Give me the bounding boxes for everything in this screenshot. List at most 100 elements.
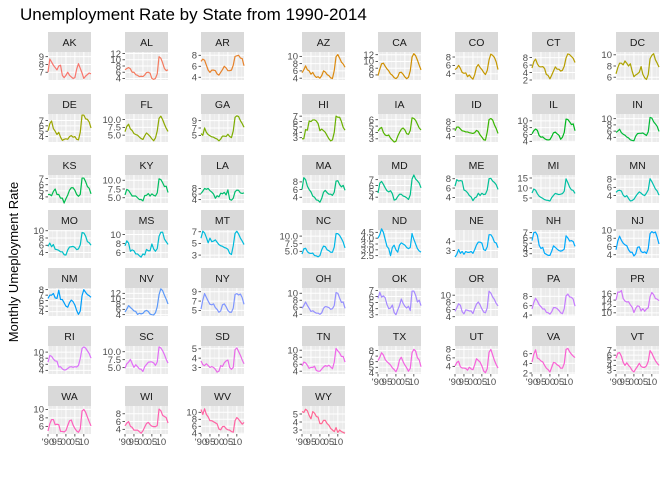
facet-strip (616, 32, 659, 52)
facet-strip-label: NM (61, 273, 77, 285)
y-tick-label: 7.5 (285, 239, 298, 250)
facet-strip (201, 155, 244, 175)
facet-strip-label: WV (214, 391, 231, 403)
y-tick-label: 5.0 (285, 247, 298, 258)
facet-strip-label: MI (548, 160, 560, 172)
y-tick-label: 6 (116, 417, 121, 428)
y-tick-label: 10 (440, 290, 451, 301)
facet-strip-label: AL (140, 37, 153, 49)
y-tick-label: 4 (192, 353, 197, 364)
y-tick-label: 6 (39, 360, 44, 371)
y-tick-label: 3 (293, 425, 298, 436)
y-tick-label: 8 (116, 409, 121, 420)
y-tick-label: 4 (523, 68, 528, 79)
y-tick-label: 7 (192, 123, 197, 134)
facet-strip-label: NH (546, 215, 561, 227)
y-tick-label: 4 (369, 192, 374, 203)
series-line-ga (200, 115, 245, 142)
y-tick-label: 2.5 (361, 251, 374, 262)
facet-strip (378, 326, 421, 346)
y-tick-label: 6 (446, 183, 451, 194)
facet-strip (125, 210, 168, 230)
y-tick-label: 4 (192, 429, 197, 440)
panel-background (201, 406, 244, 434)
y-tick-label: 12 (110, 49, 121, 60)
y-tick-label: 8 (192, 184, 197, 195)
series-line-ok (377, 290, 422, 316)
y-tick-label: 10 (363, 57, 374, 68)
y-tick-label: 4 (607, 133, 612, 144)
y-tick-label: 8 (523, 53, 528, 64)
series-line-fl (124, 115, 169, 142)
y-tick-label: 3 (523, 249, 528, 260)
facet-strip (48, 210, 91, 230)
series-line-sd (200, 347, 245, 373)
y-tick-label: 4 (607, 361, 612, 372)
facet-ky: KY 5.07.510.0 (103, 155, 169, 204)
facet-strip (532, 94, 575, 114)
series-line-nd (377, 228, 422, 257)
y-tick-label: 3.5 (361, 239, 374, 250)
y-tick-label: 6 (523, 233, 528, 244)
x-tick-label: 00 (545, 377, 556, 388)
series-line-wy (301, 408, 346, 434)
x-tick-label: 10 (647, 377, 658, 388)
y-tick-label: 10 (33, 405, 44, 416)
facet-strip-label: LA (216, 160, 229, 172)
x-tick-label: 05 (400, 377, 411, 388)
y-tick-label: 10 (601, 50, 612, 61)
y-tick-label: 12 (363, 50, 374, 61)
y-tick-label: 10 (33, 226, 44, 237)
y-tick-label: 4.5 (361, 228, 374, 239)
facet-strip (616, 94, 659, 114)
x-tick-label: 10 (232, 437, 243, 448)
facet-strip-label: MO (61, 215, 78, 227)
facet-strip (48, 94, 91, 114)
facet-strip (532, 155, 575, 175)
facet-ma: MA 468 (293, 155, 346, 204)
series-line-co (454, 53, 499, 80)
series-line-ia (377, 117, 422, 143)
y-tick-label: 6 (293, 185, 298, 196)
x-tick-label: 95 (620, 377, 631, 388)
y-tick-label: 6 (607, 242, 612, 253)
y-tick-label: 6 (446, 61, 451, 72)
y-tick-label: 9 (192, 116, 197, 127)
y-tick-label: 6 (607, 126, 612, 137)
facet-strip-label: MD (391, 160, 408, 172)
y-tick-label: 3 (293, 133, 298, 144)
y-tick-label: 8 (607, 174, 612, 185)
facet-strip-label: ND (392, 215, 408, 227)
facet-strip-label: IL (549, 99, 558, 111)
series-line-va (531, 347, 576, 373)
y-tick-label: 10.0 (103, 115, 122, 126)
facet-strip (201, 326, 244, 346)
y-tick-label: 8 (192, 415, 197, 426)
y-tick-label: 7 (39, 174, 44, 185)
y-tick-label: 4 (523, 244, 528, 255)
y-tick-label: 7 (192, 296, 197, 307)
facet-strip-label: WA (61, 391, 78, 403)
series-line-id (454, 117, 499, 141)
x-tick-label: '90 (195, 437, 207, 448)
facet-co: CO 468 (446, 32, 499, 80)
facet-fl: FL 5.07.510.0 (103, 94, 169, 142)
y-tick-label: 6 (39, 422, 44, 433)
facet-sc: SC 5.07.510.0 (103, 326, 169, 374)
y-tick-label: 2 (523, 368, 528, 379)
facet-strip-label: NE (469, 215, 484, 227)
x-tick-label: '90 (449, 377, 461, 388)
x-tick-label: 05 (477, 377, 488, 388)
y-tick-label: 7 (369, 175, 374, 186)
y-tick-label: 6 (446, 305, 451, 316)
series-line-ri (47, 346, 92, 371)
x-tick-label: 95 (129, 437, 140, 448)
y-tick-label: 8 (446, 298, 451, 309)
y-tick-label: 7 (369, 351, 374, 362)
y-tick-label: 8 (116, 239, 121, 250)
facet-strip-label: KS (62, 160, 76, 172)
